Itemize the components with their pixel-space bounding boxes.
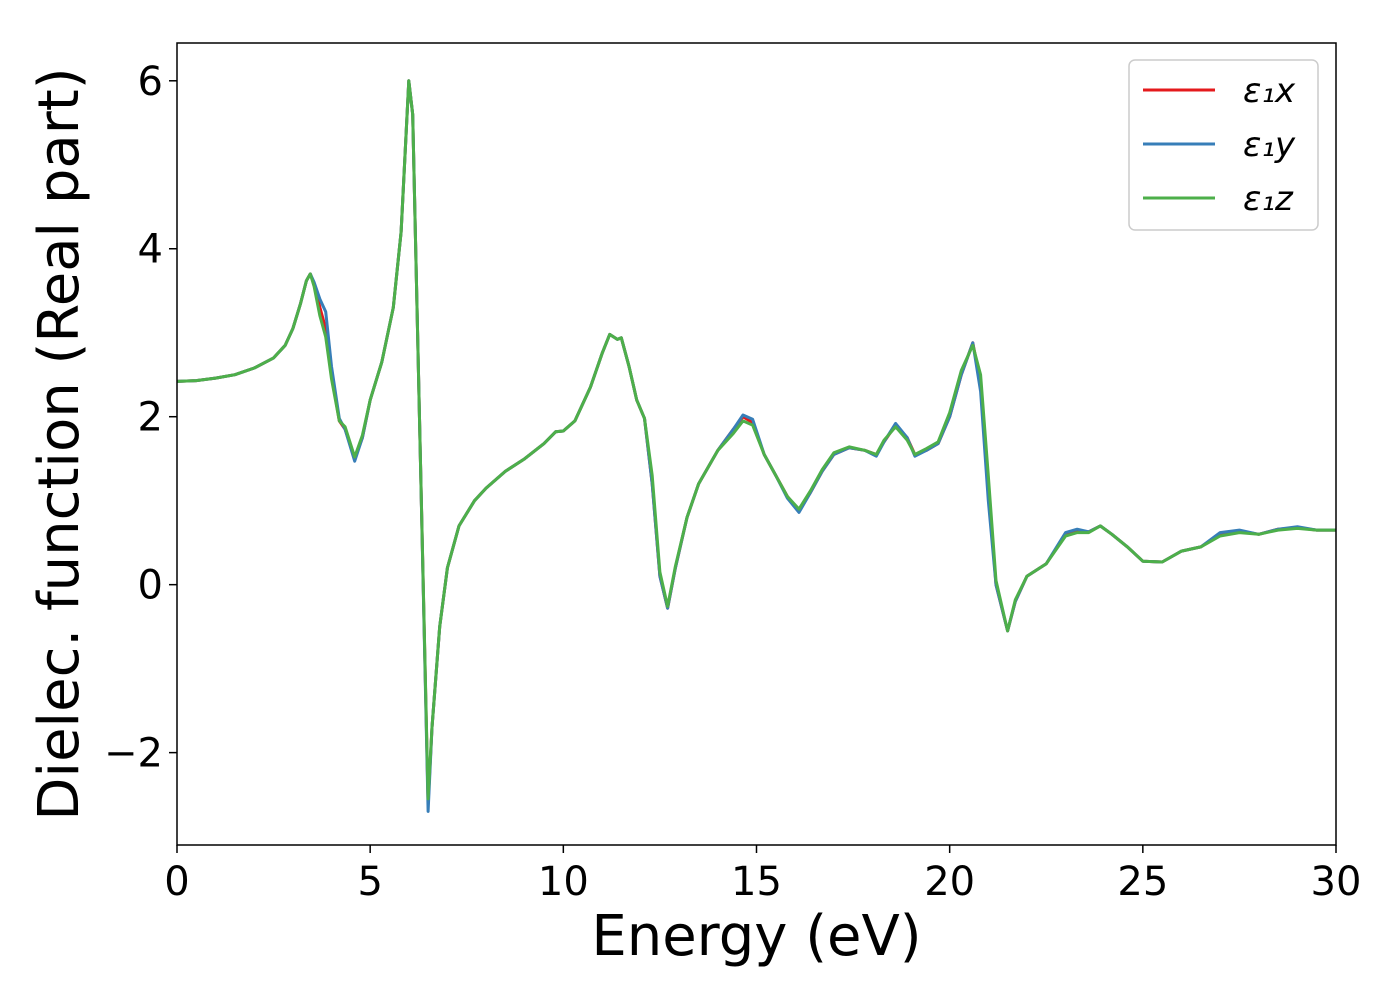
x-axis-label: Energy (eV): [591, 904, 921, 969]
y-tick-label: 6: [138, 59, 163, 105]
legend-box: [1128, 59, 1319, 231]
legend: ε₁x ε₁y ε₁z: [1128, 59, 1319, 231]
x-tick-label: 10: [538, 859, 589, 905]
x-tick-label: 0: [164, 859, 189, 905]
y-tick-label: 2: [138, 395, 163, 441]
legend-label: ε₁z: [1243, 179, 1294, 219]
x-tick-label: 20: [924, 859, 975, 905]
y-axis-label: Dielec. function (Real part): [27, 67, 92, 820]
legend-label: ε₁x: [1243, 71, 1296, 111]
y-tick-label: −2: [104, 731, 163, 777]
x-tick-label: 15: [731, 859, 782, 905]
x-tick-label: 30: [1311, 859, 1362, 905]
series-layer: [177, 79, 1336, 813]
y-axis-ticks: −2 0 2 4 6: [104, 59, 177, 777]
legend-label: ε₁y: [1243, 125, 1296, 165]
y-tick-label: 0: [138, 563, 163, 609]
x-tick-label: 25: [1117, 859, 1168, 905]
x-axis-ticks: 0 5 10 15 20 25 30: [164, 845, 1361, 905]
y-tick-label: 4: [138, 227, 163, 273]
series-line-3: [177, 79, 1336, 801]
x-tick-label: 5: [357, 859, 382, 905]
